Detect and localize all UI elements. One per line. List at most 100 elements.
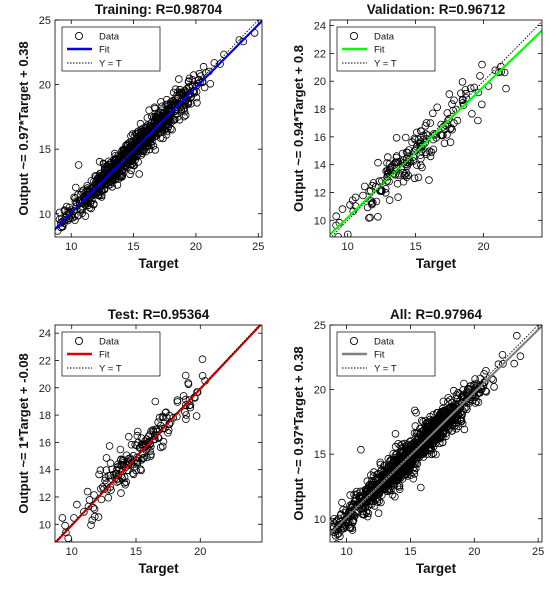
- data-point: [450, 119, 458, 127]
- data-point: [71, 198, 80, 206]
- axes-frame: [54, 324, 263, 543]
- legend-label: Y = T: [99, 364, 122, 375]
- data-point: [395, 473, 404, 482]
- data-point: [381, 185, 390, 193]
- data-point: [428, 440, 437, 448]
- legend-label: Fit: [99, 45, 110, 56]
- data-point: [179, 392, 188, 400]
- data-point: [410, 174, 419, 183]
- legend-data-marker: [349, 336, 359, 346]
- data-point: [216, 60, 224, 68]
- data-point: [412, 444, 420, 453]
- data-point: [458, 411, 466, 419]
- data-point: [137, 466, 145, 475]
- fit-line: [55, 20, 262, 230]
- axes-frame: [329, 19, 543, 238]
- legend: Data Fit Y = T: [336, 331, 436, 377]
- legend-data-marker: [74, 336, 84, 346]
- fit-line: [330, 325, 542, 535]
- data-point: [182, 85, 191, 93]
- data-point: [426, 152, 435, 161]
- data-point: [353, 502, 361, 511]
- data-point: [412, 408, 420, 417]
- data-point: [417, 154, 425, 163]
- data-point: [379, 470, 387, 479]
- data-point: [363, 512, 372, 521]
- data-point: [399, 159, 408, 167]
- data-point: [394, 193, 402, 202]
- legend-data-marker: [349, 31, 359, 41]
- data-point: [385, 196, 394, 204]
- data-point: [512, 331, 521, 340]
- data-point: [185, 396, 194, 404]
- data-point: [136, 146, 144, 155]
- legend-label: Data: [374, 32, 395, 43]
- data-point: [89, 200, 98, 209]
- data-point: [446, 138, 455, 147]
- data-point: [448, 100, 456, 108]
- x-tick-label: 20: [468, 546, 480, 558]
- data-point: [375, 497, 383, 506]
- data-point: [149, 426, 157, 434]
- panel-validation: 10 15 20 10 12 14 16 18 20 22 24 Validation: R=0.96…: [291, 2, 543, 271]
- data-point: [374, 509, 383, 518]
- data-point: [84, 185, 92, 194]
- data-point: [151, 146, 160, 154]
- data-point: [365, 480, 374, 489]
- y-tick-label: 22: [39, 355, 51, 367]
- data-point: [396, 447, 405, 456]
- data-point: [510, 359, 519, 368]
- data-point: [413, 453, 422, 462]
- data-point: [440, 125, 449, 134]
- data-point: [351, 193, 360, 202]
- data-point: [157, 98, 165, 106]
- data-point: [143, 114, 152, 122]
- data-point: [429, 145, 438, 154]
- data-point: [152, 113, 161, 121]
- data-point: [140, 453, 148, 462]
- data-point: [56, 219, 65, 227]
- data-point: [108, 183, 117, 191]
- data-point: [462, 89, 470, 98]
- data-point: [97, 495, 106, 504]
- data-point: [383, 159, 391, 167]
- data-point: [383, 482, 391, 491]
- data-point: [339, 505, 348, 514]
- data-point: [132, 441, 141, 450]
- data-point: [392, 152, 401, 160]
- data-points: [55, 29, 259, 235]
- panel-test: 10 15 20 10 12 14 16 18 20 22 24 Test: R=0.95364 Tar…: [16, 307, 263, 576]
- data-point: [470, 380, 478, 389]
- x-tick-label: 15: [409, 241, 421, 253]
- data-point: [392, 134, 401, 142]
- data-point: [169, 88, 178, 97]
- data-point: [111, 176, 119, 184]
- data-point: [161, 113, 170, 122]
- data-point: [400, 439, 409, 448]
- data-point: [338, 205, 347, 213]
- data-point: [210, 59, 219, 67]
- data-point: [121, 162, 130, 171]
- data-point: [143, 453, 151, 462]
- data-point: [457, 89, 465, 98]
- data-point: [162, 121, 170, 130]
- data-point: [175, 75, 183, 83]
- data-point: [82, 187, 90, 196]
- data-point: [412, 445, 421, 454]
- data-point: [368, 181, 377, 190]
- data-point: [411, 136, 419, 144]
- y-tick-label: 15: [314, 449, 326, 461]
- y-tick-label: 14: [39, 465, 51, 477]
- data-point: [154, 129, 163, 138]
- data-point: [445, 90, 454, 98]
- data-point: [161, 424, 169, 433]
- data-point: [62, 528, 70, 537]
- data-point: [96, 466, 105, 475]
- data-point: [368, 494, 377, 502]
- legend-label: Y = T: [99, 59, 122, 70]
- y-tick-label: 15: [39, 144, 51, 156]
- y-tick-label: 24: [314, 21, 326, 33]
- data-point: [449, 386, 458, 395]
- x-tick-label: 15: [130, 546, 142, 558]
- data-point: [128, 130, 137, 138]
